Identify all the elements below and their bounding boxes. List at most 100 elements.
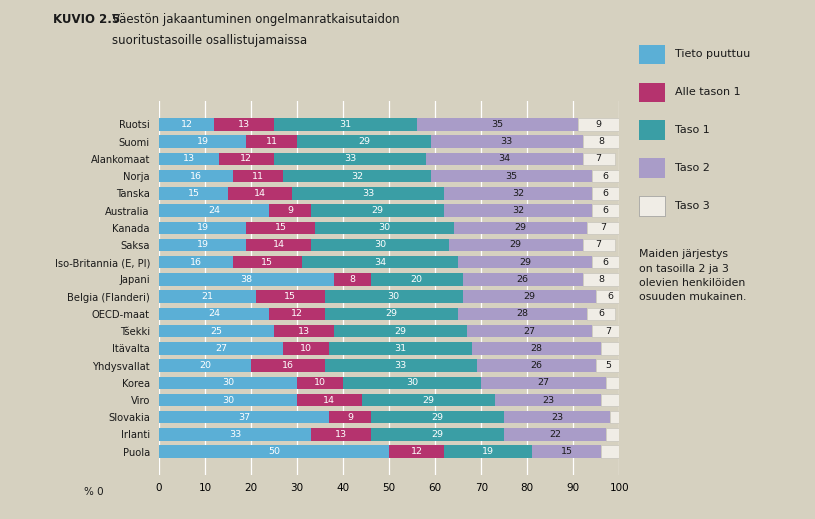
Text: 16: 16 <box>190 258 202 267</box>
Bar <box>324 308 458 320</box>
Text: Taso 2: Taso 2 <box>675 163 710 173</box>
Bar <box>159 239 246 251</box>
Text: 22: 22 <box>549 430 561 439</box>
Text: 9: 9 <box>596 120 601 129</box>
Bar <box>390 445 444 458</box>
Text: 12: 12 <box>181 120 192 129</box>
Text: 11: 11 <box>266 137 278 146</box>
Text: Taso 3: Taso 3 <box>675 201 710 211</box>
Text: 13: 13 <box>238 120 250 129</box>
Bar <box>481 377 606 389</box>
Text: 15: 15 <box>261 258 273 267</box>
Text: 33: 33 <box>229 430 241 439</box>
Text: 7: 7 <box>596 154 601 163</box>
Bar <box>159 256 232 268</box>
Bar <box>311 239 449 251</box>
Text: % 0: % 0 <box>84 487 104 497</box>
Bar <box>232 256 302 268</box>
Text: 12: 12 <box>291 309 303 318</box>
Bar <box>472 342 601 354</box>
Text: 10: 10 <box>314 378 326 387</box>
Text: 28: 28 <box>517 309 529 318</box>
Bar <box>159 187 228 199</box>
Bar <box>329 342 472 354</box>
Text: Maiden järjestys
on tasoilla 2 ja 3
olevien henkilöiden
osuuden mukainen.: Maiden järjestys on tasoilla 2 ja 3 olev… <box>639 249 747 303</box>
Text: 19: 19 <box>196 223 209 232</box>
Text: 29: 29 <box>523 292 535 301</box>
Bar <box>343 377 482 389</box>
Bar <box>334 325 468 337</box>
Text: suoritustasoille osallistujamaissa: suoritustasoille osallistujamaissa <box>112 34 307 47</box>
Text: 26: 26 <box>517 275 529 284</box>
Bar <box>274 325 334 337</box>
Bar <box>416 118 578 131</box>
Text: 35: 35 <box>505 172 518 181</box>
Text: 15: 15 <box>284 292 296 301</box>
Bar <box>592 187 619 199</box>
Text: 9: 9 <box>287 206 293 215</box>
Text: 8: 8 <box>598 275 604 284</box>
Text: 33: 33 <box>394 361 407 370</box>
Text: 29: 29 <box>422 395 434 404</box>
Bar <box>601 394 619 406</box>
Bar <box>583 239 615 251</box>
Bar <box>587 222 619 234</box>
Bar <box>477 359 597 372</box>
Bar <box>578 118 619 131</box>
Bar <box>371 428 504 441</box>
Text: 30: 30 <box>388 292 400 301</box>
Bar <box>159 428 311 441</box>
Bar <box>371 411 504 424</box>
Bar <box>449 239 583 251</box>
Text: 16: 16 <box>190 172 202 181</box>
Bar <box>444 445 532 458</box>
Bar <box>246 135 297 148</box>
Text: 30: 30 <box>378 223 390 232</box>
Text: 37: 37 <box>238 413 250 422</box>
Bar <box>463 291 597 303</box>
Bar <box>606 377 624 389</box>
Bar <box>228 187 293 199</box>
Text: 31: 31 <box>394 344 407 353</box>
Bar <box>597 291 624 303</box>
Bar <box>159 394 297 406</box>
Bar <box>297 135 430 148</box>
Text: 33: 33 <box>363 189 375 198</box>
Text: 29: 29 <box>358 137 370 146</box>
Bar <box>159 153 218 165</box>
Bar <box>159 135 246 148</box>
Bar <box>159 308 270 320</box>
Bar <box>297 394 362 406</box>
Bar <box>458 256 592 268</box>
Text: 12: 12 <box>411 447 423 456</box>
Text: 21: 21 <box>201 292 214 301</box>
Text: 6: 6 <box>602 258 609 267</box>
Bar <box>454 222 587 234</box>
Bar <box>311 428 371 441</box>
Bar <box>297 377 343 389</box>
Bar <box>371 273 463 285</box>
Bar <box>159 325 274 337</box>
Text: 30: 30 <box>406 378 418 387</box>
Text: 32: 32 <box>512 189 524 198</box>
Text: 50: 50 <box>268 447 280 456</box>
Bar <box>218 153 274 165</box>
Bar <box>246 222 315 234</box>
Text: 20: 20 <box>411 275 423 284</box>
Text: 30: 30 <box>374 240 386 250</box>
Text: Alle tason 1: Alle tason 1 <box>675 87 741 98</box>
Bar <box>362 394 495 406</box>
Text: 29: 29 <box>385 309 398 318</box>
Text: 13: 13 <box>335 430 347 439</box>
Bar <box>468 325 592 337</box>
Bar <box>284 342 329 354</box>
Text: 27: 27 <box>523 326 535 336</box>
Text: 25: 25 <box>210 326 222 336</box>
Text: 13: 13 <box>298 326 310 336</box>
Bar <box>159 342 284 354</box>
Bar <box>606 428 619 441</box>
Bar <box>159 411 329 424</box>
Text: 33: 33 <box>344 154 356 163</box>
Bar <box>592 325 624 337</box>
Bar <box>270 204 311 217</box>
